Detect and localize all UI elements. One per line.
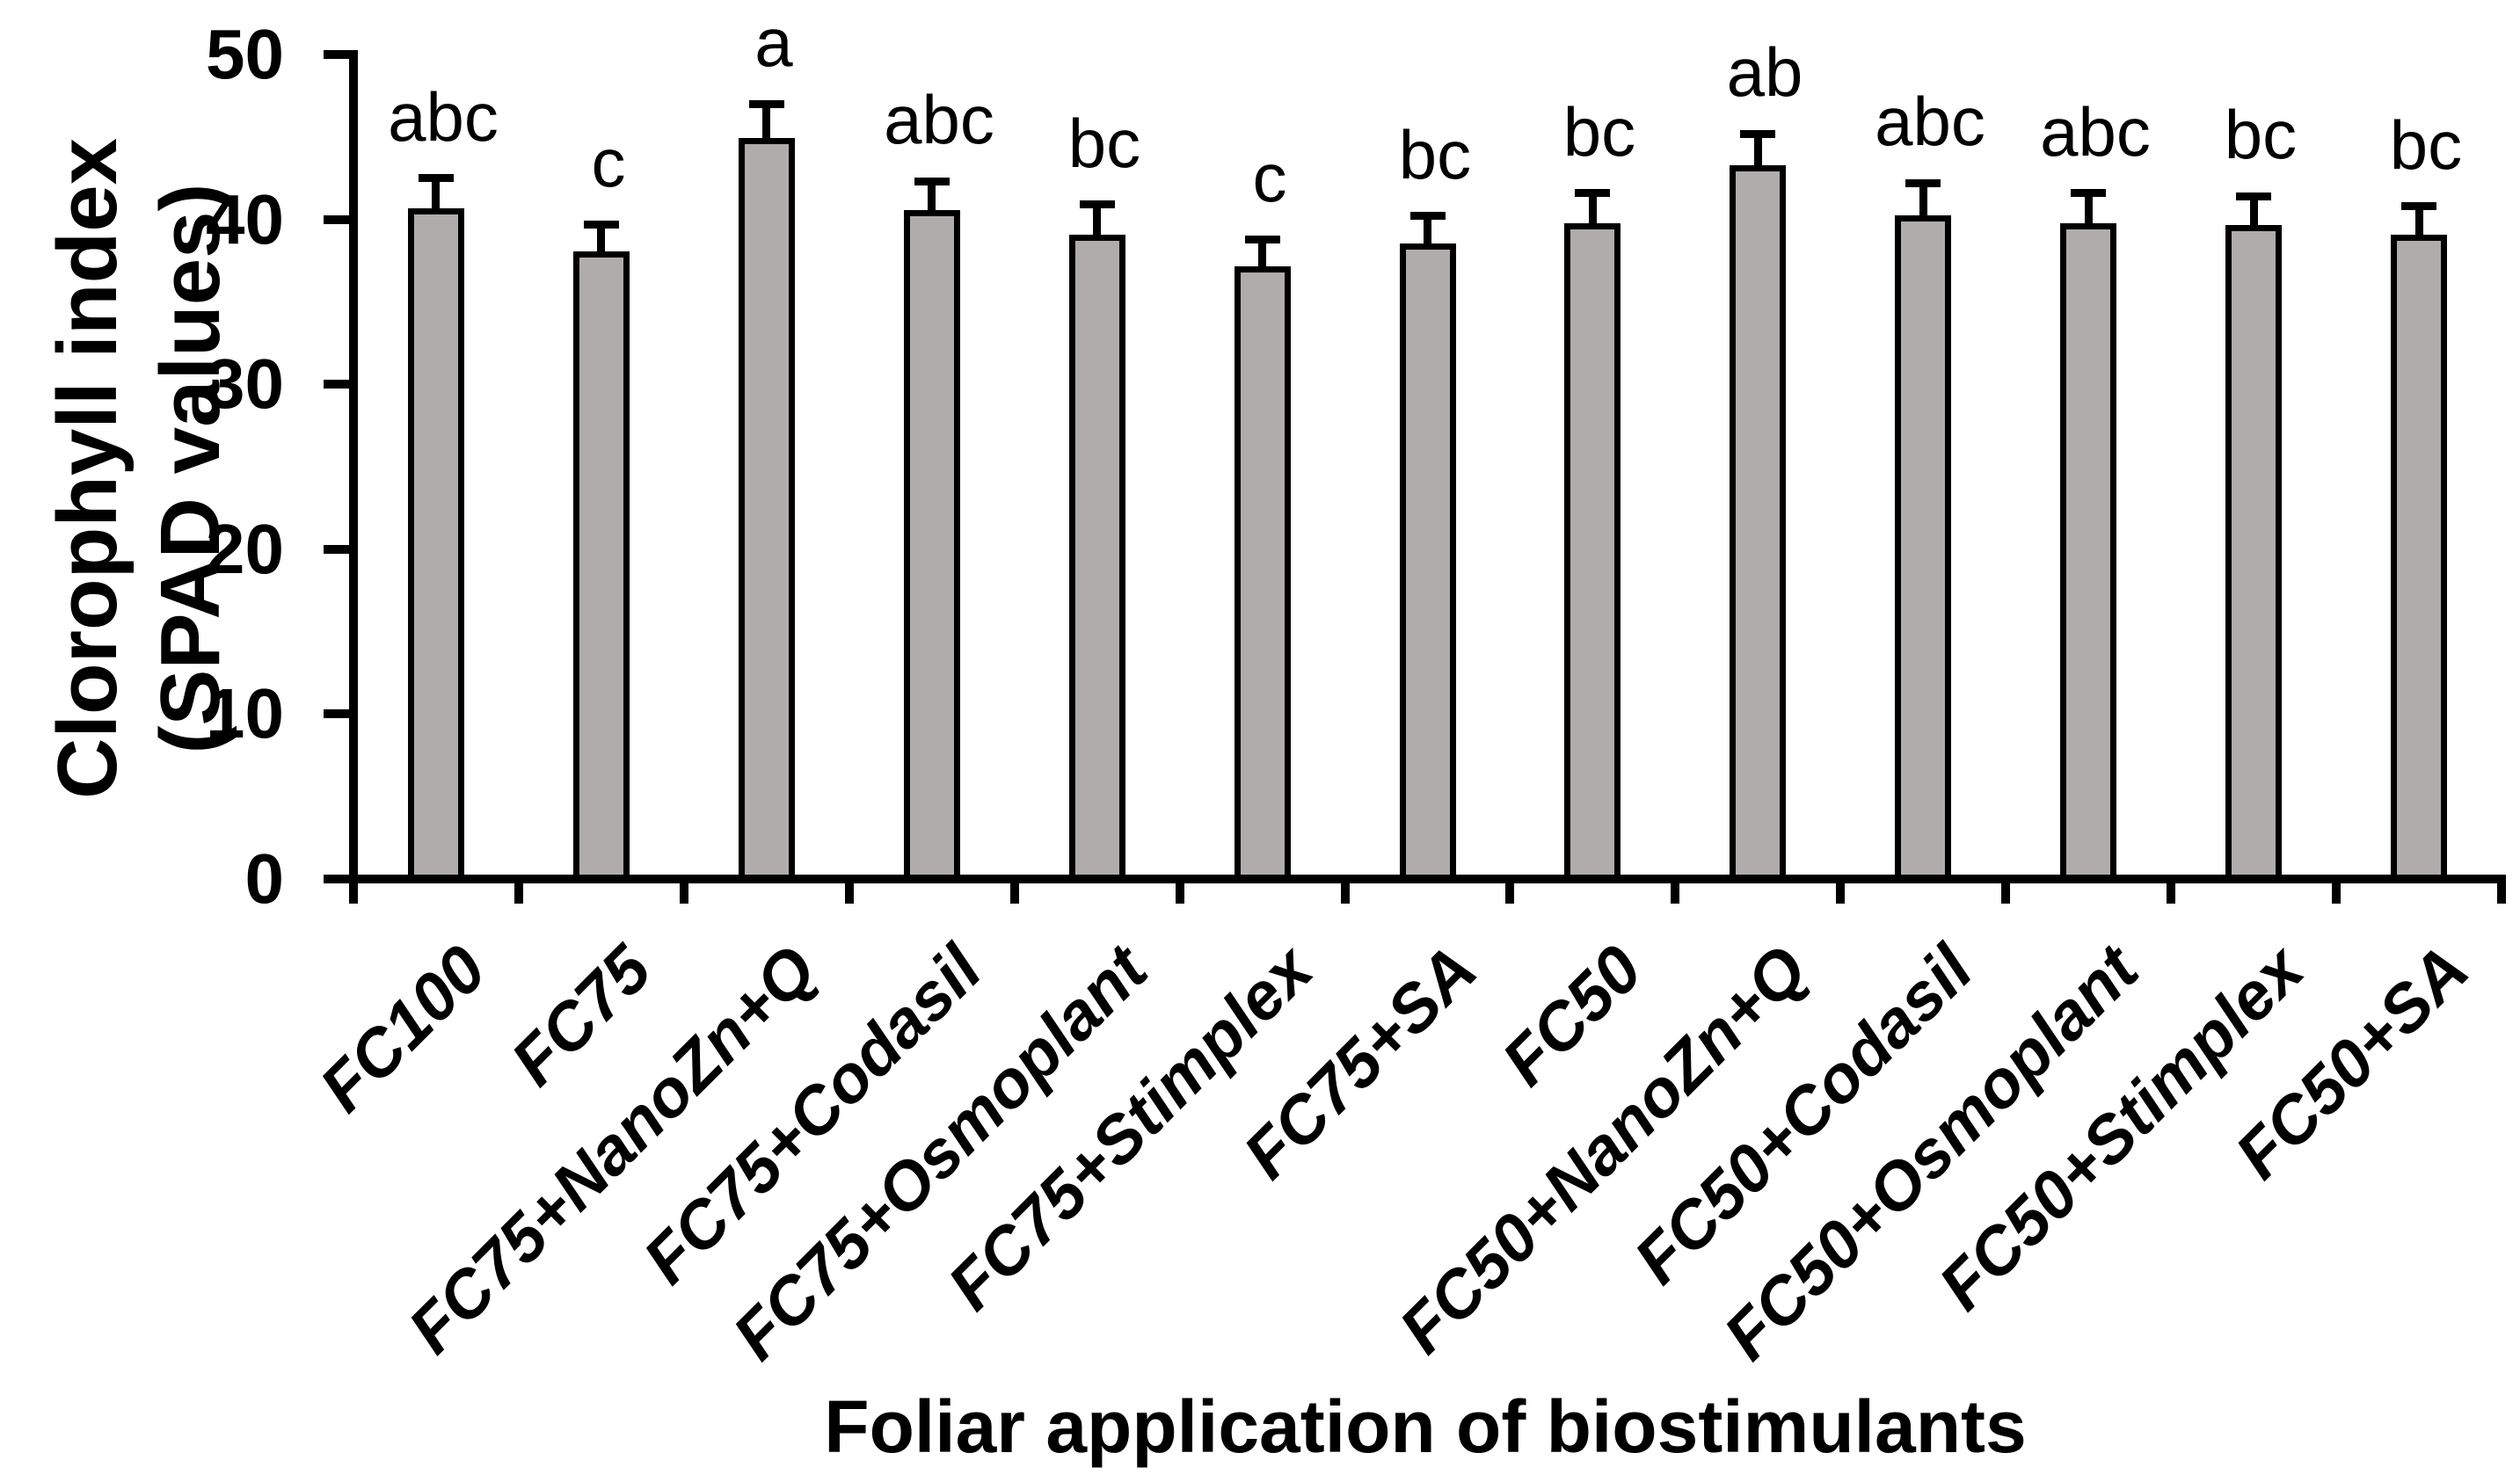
y-tick-label: 40 xyxy=(206,180,284,258)
bar xyxy=(2225,225,2282,883)
error-bar-cap xyxy=(1740,130,1775,138)
significance-letter: bc xyxy=(1067,105,1141,182)
x-category-label: FC100 xyxy=(305,931,500,1127)
error-bar-whisker xyxy=(1919,183,1927,217)
error-bar-whisker xyxy=(1589,193,1597,227)
x-tick xyxy=(2167,879,2175,904)
error-bar-cap xyxy=(1905,179,1941,187)
y-tick xyxy=(324,709,353,718)
error-bar-cap xyxy=(2401,202,2436,210)
y-tick xyxy=(324,380,353,389)
error-bar-whisker xyxy=(2085,193,2093,227)
y-tick-label: 20 xyxy=(206,510,284,588)
error-bar-whisker xyxy=(597,224,605,254)
error-bar-whisker xyxy=(1258,239,1266,269)
error-bar-cap xyxy=(749,100,784,108)
significance-letter: abc xyxy=(388,78,499,156)
error-bar-whisker xyxy=(928,181,936,213)
significance-letter: abc xyxy=(2040,93,2151,171)
error-bar-whisker xyxy=(2250,196,2258,228)
significance-letter: a xyxy=(754,4,793,81)
x-tick xyxy=(1010,879,1019,904)
error-bar-cap xyxy=(419,174,454,182)
significance-letter: ab xyxy=(1726,33,1803,111)
error-bar-whisker xyxy=(1754,134,1762,168)
error-bar-cap xyxy=(914,178,950,185)
bar xyxy=(1400,243,1456,883)
error-bar-cap xyxy=(1410,212,1446,220)
significance-letter: bc xyxy=(1398,116,1472,193)
x-tick xyxy=(2001,879,2010,904)
y-axis-title-line1: Clorophyll index xyxy=(40,137,135,800)
error-bar-cap xyxy=(2236,193,2271,200)
y-tick xyxy=(324,50,353,59)
bar xyxy=(2060,223,2116,883)
error-bar-whisker xyxy=(2415,207,2423,238)
x-tick xyxy=(1176,879,1184,904)
y-tick-label: 30 xyxy=(206,345,284,423)
x-tick xyxy=(514,879,523,904)
y-tick-label: 0 xyxy=(244,839,285,918)
x-tick xyxy=(1671,879,1679,904)
x-tick xyxy=(2332,879,2341,904)
error-bar-cap xyxy=(584,221,619,229)
significance-letter: bc xyxy=(1562,93,1636,171)
error-bar-whisker xyxy=(432,178,440,212)
y-tick-label: 10 xyxy=(206,674,284,752)
significance-letter: abc xyxy=(1875,83,1985,160)
x-tick xyxy=(1341,879,1350,904)
significance-letter: c xyxy=(1252,139,1287,216)
bar xyxy=(904,210,960,883)
bar xyxy=(2391,235,2447,883)
x-tick xyxy=(845,879,854,904)
significance-letter: abc xyxy=(884,81,994,158)
x-tick xyxy=(2497,879,2506,904)
x-tick xyxy=(1505,879,1514,904)
bar xyxy=(1564,223,1621,883)
y-tick xyxy=(324,875,353,883)
y-tick xyxy=(324,545,353,554)
x-tick xyxy=(680,879,688,904)
bar xyxy=(573,251,630,883)
significance-letter: c xyxy=(591,124,626,201)
error-bar-cap xyxy=(1080,200,1115,208)
y-axis-title-line2: (SPAD values) xyxy=(143,183,237,754)
y-axis-title: Clorophyll index (SPAD values) xyxy=(36,138,242,799)
error-bar-whisker xyxy=(762,104,770,140)
bar xyxy=(408,208,464,883)
x-axis-line xyxy=(324,875,2506,883)
bar xyxy=(1895,215,1951,883)
y-tick-label: 50 xyxy=(206,15,284,93)
x-axis-title: Foliar application of biostimulants xyxy=(824,1385,2027,1468)
bar xyxy=(1730,165,1786,883)
x-tick xyxy=(349,879,358,904)
error-bar-whisker xyxy=(1424,216,1431,246)
bar xyxy=(739,138,795,883)
error-bar-cap xyxy=(1245,236,1280,243)
error-bar-cap xyxy=(1575,189,1610,197)
significance-letter: bc xyxy=(2389,106,2463,184)
bar xyxy=(1069,235,1125,883)
y-tick xyxy=(324,215,353,224)
error-bar-cap xyxy=(2071,189,2106,197)
y-axis-line xyxy=(349,50,358,904)
error-bar-whisker xyxy=(1093,205,1101,238)
significance-letter: bc xyxy=(2224,96,2298,173)
x-tick xyxy=(1836,879,1845,904)
bar xyxy=(1235,266,1291,883)
